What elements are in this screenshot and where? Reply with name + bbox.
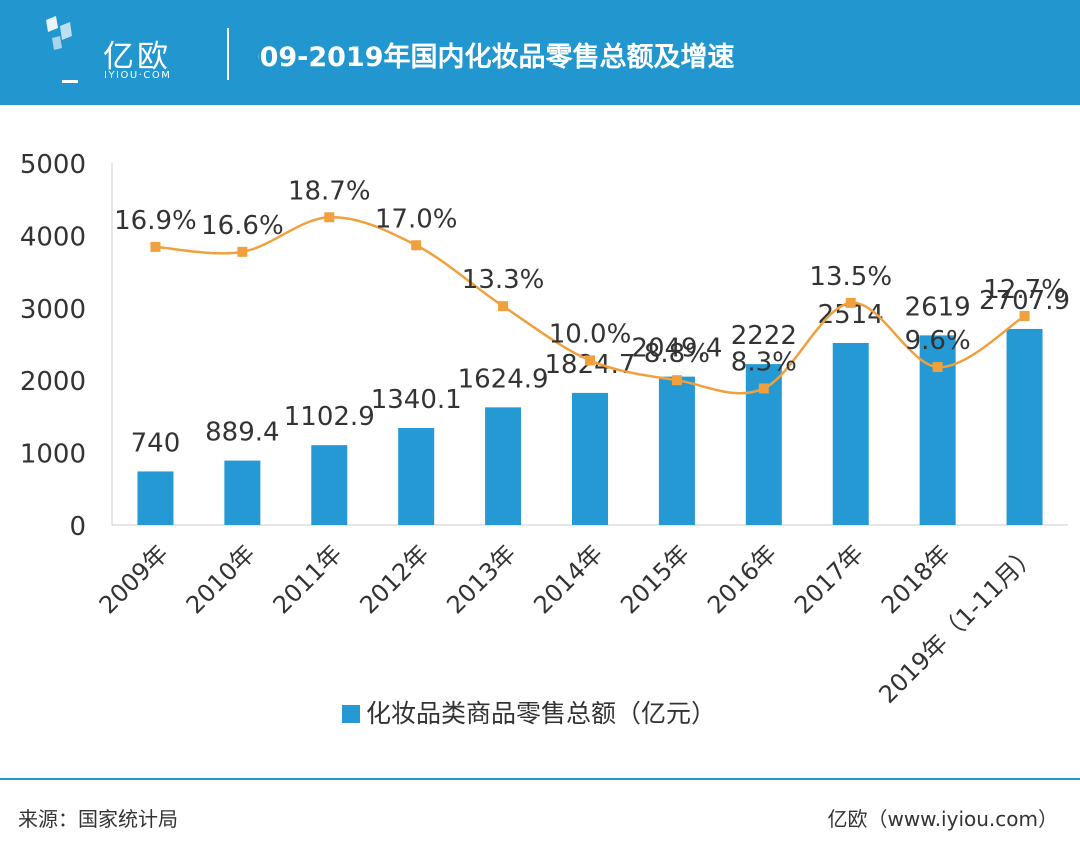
bar xyxy=(398,427,435,525)
data-source: 来源：国家统计局 xyxy=(18,807,178,831)
bar-value-label: 2707.9 xyxy=(979,286,1070,316)
bar-value-label: 740 xyxy=(131,428,181,458)
growth-value-label: 16.9% xyxy=(114,206,197,236)
chart-title: 2009-2019年国内化妆品零售总额及增速 xyxy=(258,35,778,79)
bar-value-label: 2049.4 xyxy=(631,334,722,364)
bar xyxy=(1006,328,1043,525)
bar xyxy=(224,460,261,525)
growth-value-label: 17.0% xyxy=(375,204,458,234)
y-tick-label: 1000 xyxy=(20,440,86,470)
growth-point-marker xyxy=(585,355,595,366)
growth-value-label: 18.7% xyxy=(288,176,371,206)
growth-point-marker xyxy=(237,246,248,257)
growth-point-marker xyxy=(498,301,509,312)
growth-point-marker xyxy=(150,241,161,252)
y-axis-ticks: 0 1000 2000 3000 4000 5000 xyxy=(20,150,86,542)
footer-divider xyxy=(0,778,1080,780)
iyiou-logo-icon xyxy=(46,16,78,83)
bar-value-label: 2222 xyxy=(731,321,797,351)
logo-divider xyxy=(227,28,229,80)
brand-credit: 亿欧（www.iyiou.com） xyxy=(827,807,1058,831)
growth-label-layer: 16.9% 16.6%18.7%17.0% 13.3%10.0% 8.8% 8.3% 13… xyxy=(114,176,1066,377)
logo-text: 亿欧 xyxy=(103,39,171,75)
bar xyxy=(658,376,695,525)
chart-area: 740889.41102.91340.11624.91824.72049.422… xyxy=(20,150,1070,728)
y-tick-label: 5000 xyxy=(20,150,86,180)
growth-value-label: 9.6% xyxy=(905,326,971,356)
legend-swatch xyxy=(342,705,360,723)
growth-line-series xyxy=(150,212,1030,395)
growth-point-marker xyxy=(1019,311,1030,322)
bar-value-label: 2619 xyxy=(905,292,971,322)
bar xyxy=(572,392,608,525)
growth-value-label: 8.3% xyxy=(731,347,797,377)
growth-point-marker xyxy=(671,375,682,386)
x-tick-label: 2011年 xyxy=(268,539,348,619)
x-tick-label: 2012年 xyxy=(354,539,434,619)
growth-point-marker xyxy=(324,212,335,223)
bar xyxy=(311,445,348,525)
x-tick-label: 2015年 xyxy=(615,539,695,619)
legend-label: 化妆品类商品零售总额（亿元） xyxy=(366,699,716,728)
bar-value-label: 889.4 xyxy=(205,418,279,448)
x-axis-ticks: 2009年 2010年 2011年 2012年 2013年 2014年 2015年 2016年… xyxy=(94,539,1043,708)
growth-value-label: 13.3% xyxy=(462,265,545,295)
x-tick-label: 2009年 xyxy=(94,539,174,619)
y-tick-label: 4000 xyxy=(20,222,86,252)
x-tick-label: 2010年 xyxy=(181,539,261,619)
x-tick-label: 2016年 xyxy=(702,539,782,619)
bar xyxy=(485,407,522,525)
legend: 化妆品类商品零售总额（亿元） xyxy=(342,699,716,728)
bar-label-layer: 740889.41102.91340.11624.91824.72049.422… xyxy=(131,286,1070,458)
y-tick-label: 3000 xyxy=(20,295,86,325)
bar xyxy=(832,342,869,525)
growth-point-marker xyxy=(758,383,769,394)
growth-value-label: 12.7% xyxy=(983,275,1066,305)
y-tick-label: 2000 xyxy=(20,367,86,397)
growth-point-marker xyxy=(411,240,422,251)
x-tick-label: 2013年 xyxy=(441,539,521,619)
x-tick-label: 2018年 xyxy=(876,539,956,619)
bar-value-label: 1102.9 xyxy=(284,402,375,432)
growth-value-label: 8.8% xyxy=(644,339,710,369)
bar-value-label: 1624.9 xyxy=(458,364,549,394)
growth-value-label: 16.6% xyxy=(201,211,284,241)
logo-subtext: IYIOU·COM xyxy=(104,70,172,81)
bar-value-label: 1340.1 xyxy=(371,385,462,415)
x-tick-label: 2017年 xyxy=(789,539,869,619)
growth-value-label: 10.0% xyxy=(549,319,632,349)
header-banner: 亿欧 IYIOU·COM 2009-2019年国内化妆品零售总额及增速 xyxy=(0,0,1080,105)
bar-series xyxy=(137,328,1043,525)
growth-point-marker xyxy=(845,297,856,308)
x-tick-label: 2014年 xyxy=(528,539,608,619)
growth-point-marker xyxy=(932,362,943,373)
bar xyxy=(137,471,174,525)
y-tick-label: 0 xyxy=(69,512,86,542)
chart-title-text: 2009-2019年国内化妆品零售总额及增速 xyxy=(258,42,735,73)
x-tick-label: 2019年（1-11月） xyxy=(873,539,1042,708)
growth-value-label: 13.5% xyxy=(809,262,892,292)
